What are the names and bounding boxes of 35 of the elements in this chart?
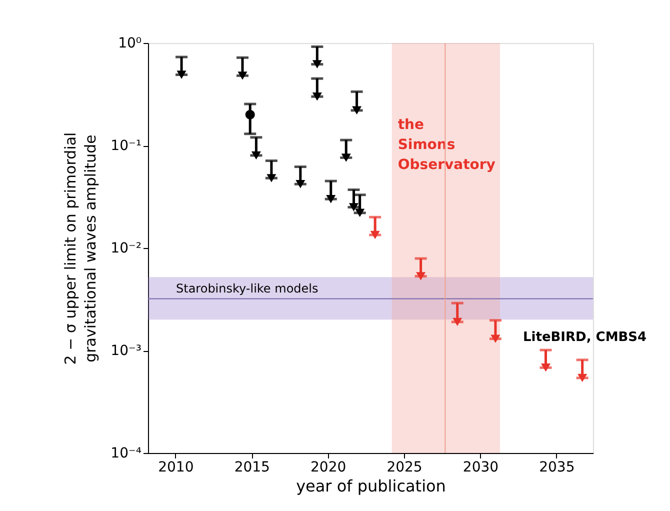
point (245, 110, 255, 120)
y-tick-label: 10⁻² (110, 240, 142, 256)
x-tick-label: 2015 (234, 460, 270, 476)
point (452, 318, 462, 326)
y-tick-label: 10⁰ (118, 36, 142, 52)
band-label: the Simons Observatory (398, 117, 496, 173)
y-tick-label: 10⁻⁴ (110, 446, 142, 462)
x-tick-label: 2010 (158, 460, 194, 476)
point (370, 230, 380, 240)
x-tick-label: 2035 (539, 460, 575, 476)
band-label: Starobinsky-like models (176, 281, 318, 296)
point (578, 374, 588, 382)
point (238, 72, 248, 80)
y-tick-label: 10⁻¹ (110, 138, 142, 154)
point (326, 194, 336, 204)
point (341, 154, 351, 162)
point (355, 208, 365, 218)
x-tick-label: 2020 (310, 460, 346, 476)
point (312, 92, 322, 101)
point (348, 203, 358, 212)
point (541, 364, 550, 372)
point (176, 70, 186, 79)
x-axis-title: year of publication (296, 476, 446, 496)
annotation: LiteBIRD, CMBS4 (523, 330, 647, 345)
point (416, 272, 426, 280)
point (312, 60, 322, 68)
point (266, 174, 276, 182)
point (251, 151, 261, 160)
y-axis-title: 2 − σ upper limit on primordial gravitational waves amplitude (62, 132, 100, 365)
y-tick-label: 10⁻³ (110, 343, 142, 359)
point (296, 180, 306, 188)
x-tick-label: 2025 (386, 460, 422, 476)
x-tick-label: 2030 (462, 460, 499, 476)
point (490, 334, 500, 343)
point (352, 106, 362, 115)
